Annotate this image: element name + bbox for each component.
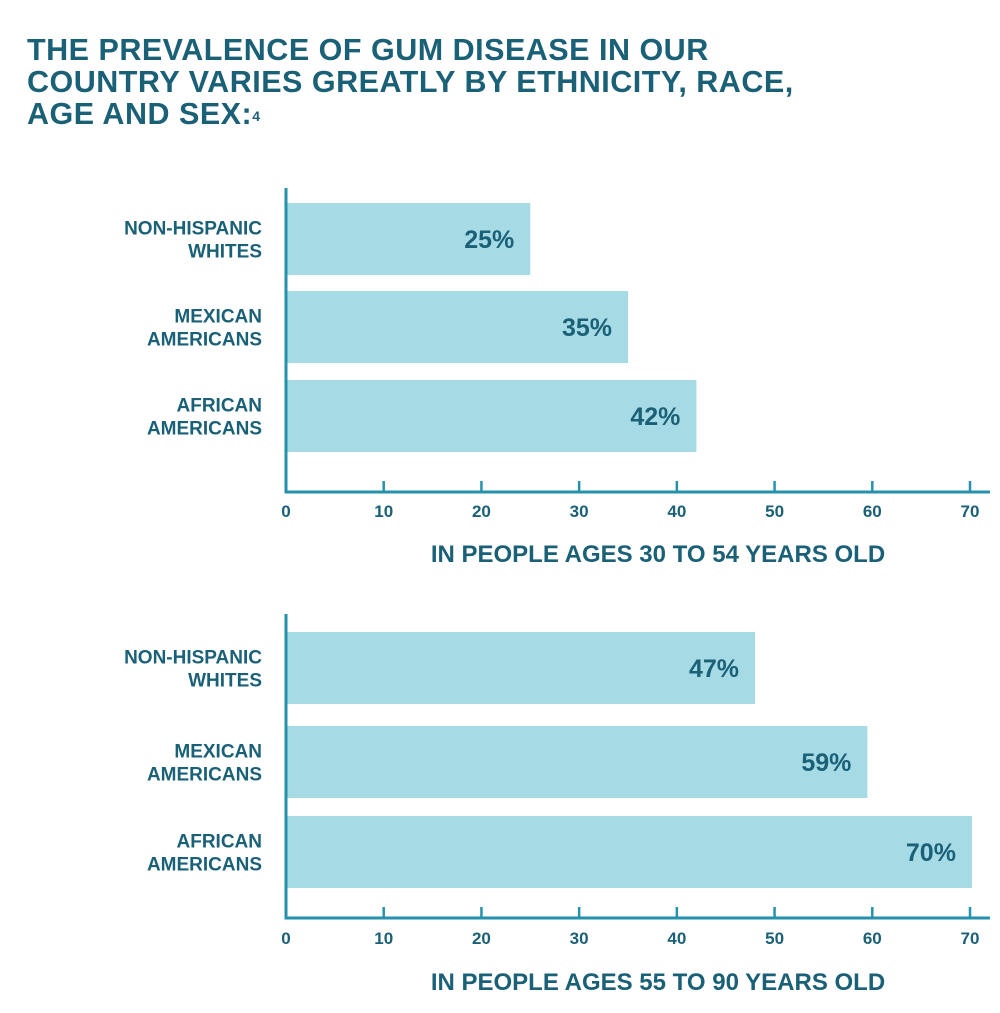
x-tick-label: 30 [570, 502, 589, 521]
bar [287, 632, 756, 704]
x-tick-label: 20 [472, 502, 491, 521]
x-tick-label: 50 [765, 502, 784, 521]
bar [287, 816, 972, 888]
chart-title-text: THE PREVALENCE OF GUM DISEASE IN OUR COU… [27, 33, 794, 131]
data-label: 47% [689, 655, 739, 683]
x-tick-label: 10 [374, 502, 393, 521]
x-tick-label: 30 [570, 929, 589, 948]
data-label: 70% [906, 839, 956, 867]
category-label: WHITES [188, 671, 262, 692]
x-tick-label: 50 [765, 929, 784, 948]
category-label: AMERICANS [147, 765, 262, 786]
category-label: AMERICANS [147, 330, 262, 351]
x-tick-label: 60 [863, 502, 882, 521]
x-axis-title: IN PEOPLE AGES 30 TO 54 YEARS OLD [431, 541, 885, 568]
category-label: MEXICAN [174, 307, 262, 328]
data-label: 25% [464, 226, 514, 254]
x-tick-label: 60 [863, 929, 882, 948]
category-label: NON-HISPANIC [124, 648, 262, 669]
category-label: NON-HISPANIC [124, 219, 262, 240]
x-tick-label: 70 [961, 929, 980, 948]
category-label: WHITES [188, 242, 262, 263]
x-tick-label: 0 [281, 502, 290, 521]
category-label: AMERICANS [147, 419, 262, 440]
bar [287, 726, 868, 798]
category-label: AFRICAN [177, 396, 263, 417]
x-tick-label: 40 [667, 502, 686, 521]
category-label: MEXICAN [174, 742, 262, 763]
x-axis-title: IN PEOPLE AGES 55 TO 90 YEARS OLD [431, 969, 885, 996]
data-label: 35% [562, 314, 612, 342]
data-label: 59% [801, 749, 851, 777]
data-label: 42% [630, 403, 680, 431]
bar [287, 203, 531, 275]
x-tick-label: 70 [961, 502, 980, 521]
bar [287, 291, 628, 363]
x-tick-label: 40 [667, 929, 686, 948]
bar [287, 380, 697, 452]
title-footnote: 4 [252, 108, 261, 124]
x-tick-label: 0 [281, 929, 290, 948]
chart-title: THE PREVALENCE OF GUM DISEASE IN OUR COU… [27, 34, 847, 130]
x-tick-label: 10 [374, 929, 393, 948]
category-label: AMERICANS [147, 855, 262, 876]
x-tick-label: 20 [472, 929, 491, 948]
category-label: AFRICAN [177, 832, 263, 853]
